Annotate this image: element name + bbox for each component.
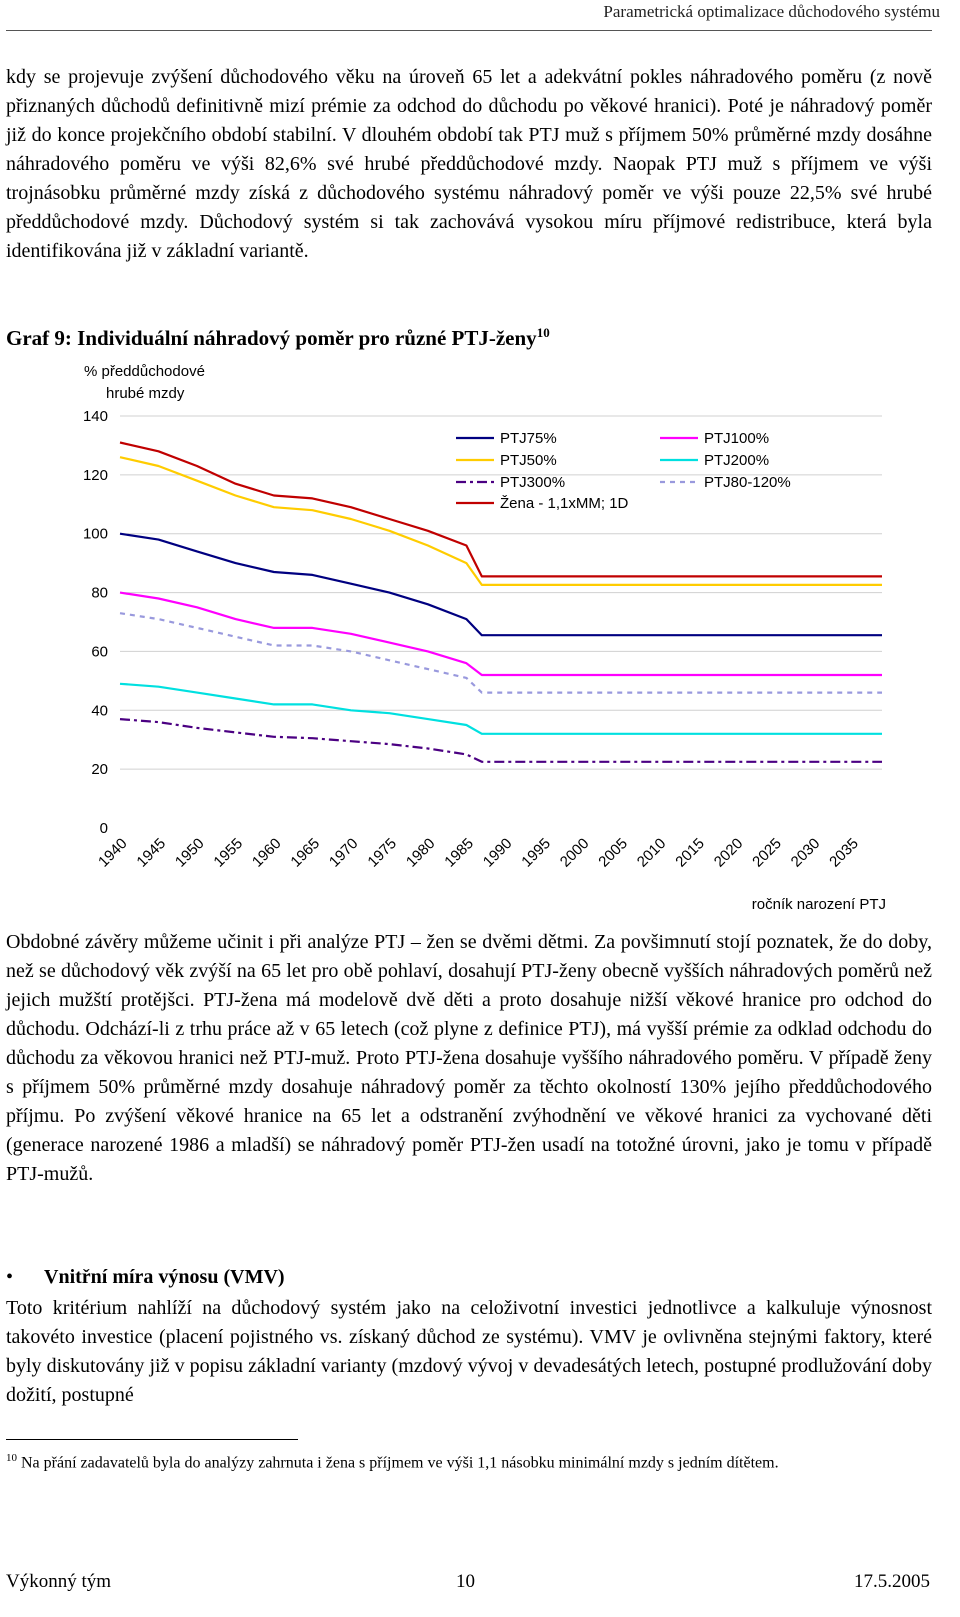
grid-lines [120,415,882,770]
series-line [119,718,882,763]
series-line [119,441,882,578]
x-tick-label: 1980 [403,835,439,871]
x-tick-label: 2000 [557,835,593,871]
series-line [119,532,882,637]
replacement-ratio-chart: % předdůchodové hrubé mzdy 0 20 40 60 80 100 1… [83,363,886,913]
x-tick-label: 1945 [133,835,169,871]
x-tick-label: 2035 [826,835,862,871]
x-tick-label: 1970 [326,835,362,871]
y-tick-label: 80 [91,585,108,602]
caption-text: Graf 9: Individuální náhradový poměr pro… [6,326,537,350]
legend-label: Žena - 1,1xMM; 1D [500,495,629,512]
x-tick-label: 2005 [595,835,631,871]
x-tick-label: 2010 [634,835,670,871]
x-tick-label: 1995 [518,835,554,871]
footer-team: Výkonný tým [6,1571,112,1592]
legend-label: PTJ200% [704,452,769,469]
x-tick-label: 1955 [210,835,246,871]
x-tick-label: 1965 [287,835,323,871]
paragraph-intro: kdy se projevuje zvýšení důchodového věk… [6,66,932,262]
chart-caption: Graf 9: Individuální náhradový poměr pro… [6,325,550,351]
section-heading-text: Vnitřní míra výnosu (VMV) [44,1266,285,1288]
footnote-text: Na přání zadavatelů byla do analýzy zahr… [21,1454,779,1472]
x-tick-label: 1940 [95,835,131,871]
x-tick-label: 1950 [172,835,208,871]
y-tick-label: 0 [100,820,108,837]
y-axis-label-line2: hrubé mzdy [106,385,185,402]
paragraph-vmv: Toto kritérium nahlíží na důchodový syst… [6,1297,932,1406]
x-tick-label: 1975 [364,835,400,871]
series-lines [119,441,882,763]
x-tick-label: 2030 [788,835,824,871]
y-tick-label: 60 [91,643,108,660]
caption-footnote-ref: 10 [536,325,550,340]
chart-legend: PTJ75% PTJ100% PTJ50% PTJ200% PTJ300% PTJ80-1… [456,430,791,512]
x-tick-label: 2025 [749,835,785,871]
legend-label: PTJ300% [500,474,565,491]
legend-label: PTJ75% [500,430,557,447]
y-tick-label: 140 [83,408,108,425]
legend-label: PTJ50% [500,452,557,469]
x-tick-label: 1960 [249,835,285,871]
series-line [119,456,882,586]
y-tick-labels: 0 20 40 60 80 100 120 140 [83,408,108,837]
series-line [119,591,882,677]
x-tick-label: 2015 [672,835,708,871]
x-tick-label: 1990 [480,835,516,871]
series-line [119,612,882,694]
legend-label: PTJ80-120% [704,474,791,491]
footnote-number: 10 [6,1452,17,1464]
x-axis-label: ročník narození PTJ [752,896,886,913]
header-divider [6,30,932,31]
footer-date: 17.5.2005 [854,1571,930,1592]
series-line [119,682,882,735]
bullet-symbol: • [6,1266,14,1288]
footnote: 10 Na přání zadavatelů byla do analýzy z… [6,1446,926,1475]
legend-label: PTJ100% [704,430,769,447]
page-number: 10 [456,1571,475,1592]
y-tick-label: 20 [91,761,108,778]
paragraph-women: Obdobné závěry můžeme učinit i při analý… [6,931,932,1185]
x-tick-labels: 1940 1945 1950 1955 1960 1965 1970 1975 1980 1985… [95,835,862,871]
x-tick-label: 1985 [441,835,477,871]
footnote-divider [6,1439,298,1440]
y-tick-label: 40 [91,702,108,719]
y-tick-label: 120 [83,467,108,484]
x-tick-label: 2020 [711,835,747,871]
section-heading-vmv: • Vnitřní míra výnosu (VMV) [6,1266,285,1289]
running-header: Parametrická optimalizace důchodového sy… [603,2,940,21]
y-tick-label: 100 [83,526,108,543]
y-axis-label-line1: % předdůchodové [84,363,205,380]
